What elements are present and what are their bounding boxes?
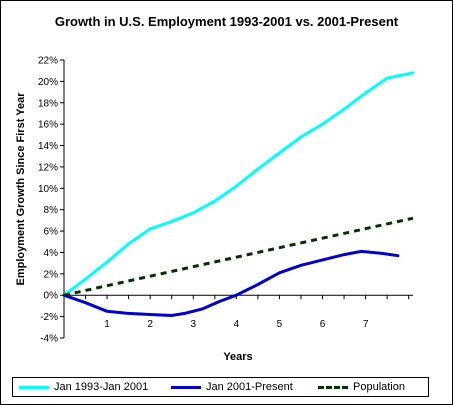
y-tick-label: -4% bbox=[40, 334, 58, 345]
x-tick-label: 4 bbox=[234, 319, 240, 330]
chart-title: Growth in U.S. Employment 1993-2001 vs. … bbox=[54, 14, 399, 29]
x-tick-label: 2 bbox=[147, 319, 153, 330]
legend-swatch bbox=[171, 385, 201, 389]
y-tick-label: 0% bbox=[44, 291, 59, 302]
y-tick-label: 14% bbox=[38, 141, 58, 152]
legend-swatch bbox=[318, 385, 348, 389]
legend-label: Jan 2001-Present bbox=[206, 381, 293, 393]
y-tick-label: 16% bbox=[38, 120, 58, 131]
legend-item-2: Jan 2001-Present bbox=[171, 378, 293, 396]
y-tick-label: 10% bbox=[38, 184, 58, 195]
x-tick-label: 1 bbox=[104, 319, 110, 330]
y-tick-label: 8% bbox=[44, 205, 59, 216]
legend-swatch bbox=[19, 385, 49, 389]
y-tick-label: 22% bbox=[38, 56, 58, 67]
y-tick-label: 12% bbox=[38, 162, 58, 173]
x-axis-title: Years bbox=[223, 351, 252, 363]
x-tick-label: 6 bbox=[320, 319, 326, 330]
y-tick-label: 2% bbox=[44, 269, 59, 280]
legend-item-3: Population bbox=[318, 378, 405, 396]
y-tick-label: 20% bbox=[38, 77, 58, 88]
x-tick-label: 7 bbox=[363, 319, 369, 330]
legend: Jan 1993-Jan 2001 Jan 2001-Present Populat… bbox=[12, 377, 429, 397]
y-tick-label: 6% bbox=[44, 227, 59, 238]
legend-label: Population bbox=[353, 381, 405, 393]
y-tick-label: -2% bbox=[40, 312, 58, 323]
series-line-2 bbox=[62, 249, 400, 317]
series-line-1 bbox=[62, 71, 415, 297]
y-axis-title: Employment Growth Since First Year bbox=[15, 92, 27, 286]
legend-label: Jan 1993-Jan 2001 bbox=[54, 381, 149, 393]
x-tick-label: 3 bbox=[190, 319, 196, 330]
x-tick-label: 5 bbox=[277, 319, 283, 330]
y-tick-label: 18% bbox=[38, 98, 58, 109]
legend-item-1: Jan 1993-Jan 2001 bbox=[19, 378, 148, 396]
y-tick-label: 4% bbox=[44, 248, 59, 259]
series-line-3 bbox=[63, 216, 414, 297]
